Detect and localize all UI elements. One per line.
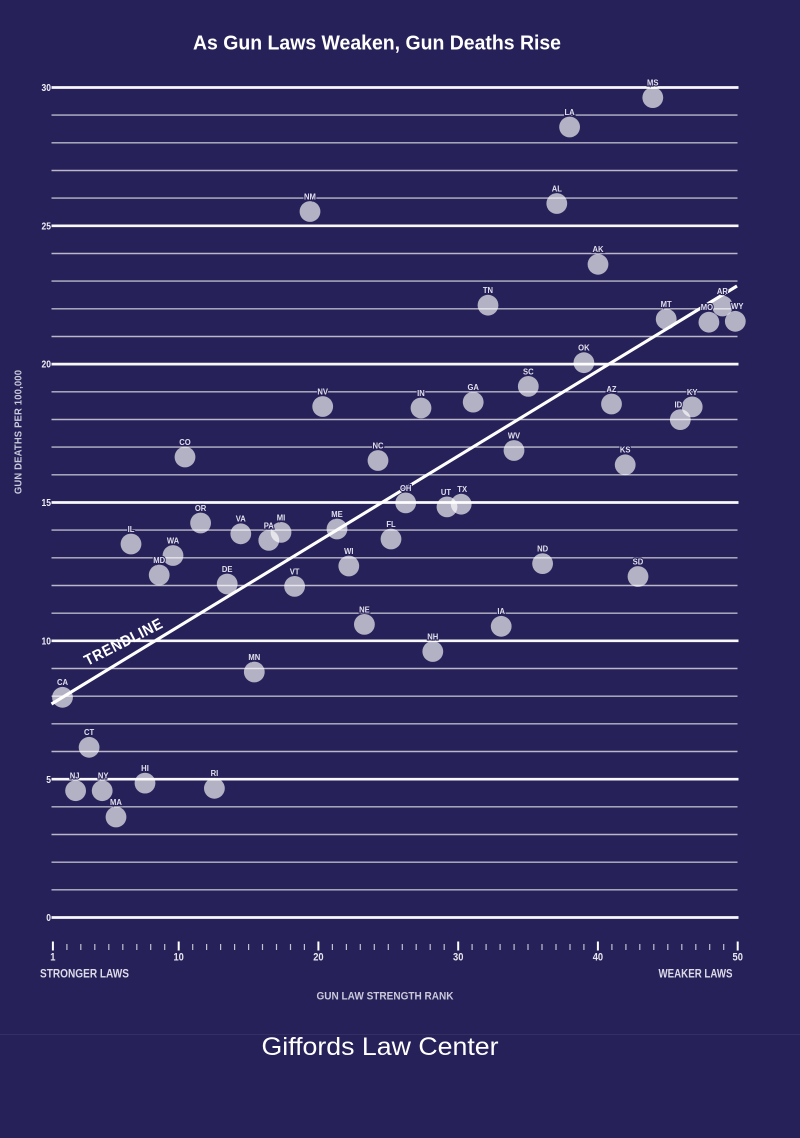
svg-text:1: 1 — [50, 952, 55, 964]
svg-text:WEAKER LAWS: WEAKER LAWS — [659, 969, 733, 981]
svg-text:PA: PA — [264, 521, 274, 530]
svg-text:SC: SC — [523, 367, 534, 376]
svg-text:IL: IL — [128, 525, 135, 534]
svg-text:ND: ND — [537, 544, 548, 553]
svg-text:LA: LA — [565, 108, 575, 117]
svg-text:HI: HI — [141, 764, 149, 773]
svg-text:5: 5 — [46, 774, 51, 785]
svg-text:Giffords Law Center: Giffords Law Center — [262, 1033, 499, 1061]
svg-text:NY: NY — [98, 771, 109, 780]
svg-text:CO: CO — [179, 438, 190, 447]
svg-text:MI: MI — [277, 513, 285, 522]
svg-text:NM: NM — [304, 192, 316, 201]
svg-text:10: 10 — [174, 952, 185, 964]
svg-text:40: 40 — [593, 952, 604, 964]
svg-text:NV: NV — [317, 387, 328, 396]
svg-text:MS: MS — [647, 78, 659, 87]
svg-text:15: 15 — [42, 497, 51, 508]
svg-text:MN: MN — [248, 653, 260, 662]
svg-text:IA: IA — [497, 607, 505, 616]
svg-text:MO: MO — [701, 303, 713, 312]
svg-text:MD: MD — [153, 556, 165, 565]
svg-text:VT: VT — [290, 567, 300, 576]
svg-text:ME: ME — [331, 510, 343, 519]
svg-text:KS: KS — [620, 445, 631, 454]
svg-text:FL: FL — [386, 520, 395, 529]
svg-text:DE: DE — [222, 565, 233, 574]
svg-text:WV: WV — [508, 431, 521, 440]
svg-text:OH: OH — [400, 483, 412, 492]
svg-text:20: 20 — [42, 359, 51, 370]
svg-text:WY: WY — [731, 302, 744, 311]
svg-text:OR: OR — [195, 504, 207, 513]
svg-text:RI: RI — [211, 769, 219, 778]
svg-text:IN: IN — [417, 389, 425, 398]
svg-text:10: 10 — [42, 636, 51, 647]
svg-text:CA: CA — [57, 678, 68, 687]
svg-text:AZ: AZ — [606, 385, 616, 394]
svg-text:0: 0 — [46, 912, 51, 923]
svg-text:As Gun Laws Weaken, Gun Deaths: As Gun Laws Weaken, Gun Deaths Rise — [193, 33, 561, 55]
svg-text:25: 25 — [42, 221, 51, 232]
svg-text:SD: SD — [633, 557, 644, 566]
svg-text:50: 50 — [733, 952, 744, 964]
svg-text:VA: VA — [236, 514, 246, 523]
svg-text:NC: NC — [372, 441, 383, 450]
svg-text:20: 20 — [313, 952, 324, 964]
svg-text:KY: KY — [687, 387, 698, 396]
svg-text:WA: WA — [167, 536, 179, 545]
svg-text:CT: CT — [84, 728, 94, 737]
svg-text:MT: MT — [661, 300, 672, 309]
svg-text:NE: NE — [359, 605, 370, 614]
svg-text:NJ: NJ — [70, 771, 80, 780]
svg-text:TX: TX — [457, 485, 467, 494]
svg-text:TN: TN — [483, 286, 493, 295]
svg-text:GUN DEATHS PER 100,000: GUN DEATHS PER 100,000 — [13, 370, 25, 495]
svg-text:NH: NH — [427, 632, 438, 641]
svg-text:30: 30 — [453, 952, 464, 964]
svg-text:30: 30 — [42, 82, 51, 93]
svg-text:GUN LAW STRENGTH RANK: GUN LAW STRENGTH RANK — [317, 991, 454, 1003]
svg-text:AK: AK — [592, 245, 603, 254]
svg-text:UT: UT — [441, 487, 451, 496]
svg-text:ID: ID — [674, 400, 682, 409]
svg-text:OK: OK — [578, 343, 590, 352]
svg-text:WI: WI — [344, 547, 353, 556]
svg-text:GA: GA — [467, 383, 479, 392]
svg-text:STRONGER LAWS: STRONGER LAWS — [40, 969, 129, 981]
svg-text:MA: MA — [110, 798, 122, 807]
svg-text:AL: AL — [552, 184, 562, 193]
svg-text:AR: AR — [717, 287, 728, 296]
